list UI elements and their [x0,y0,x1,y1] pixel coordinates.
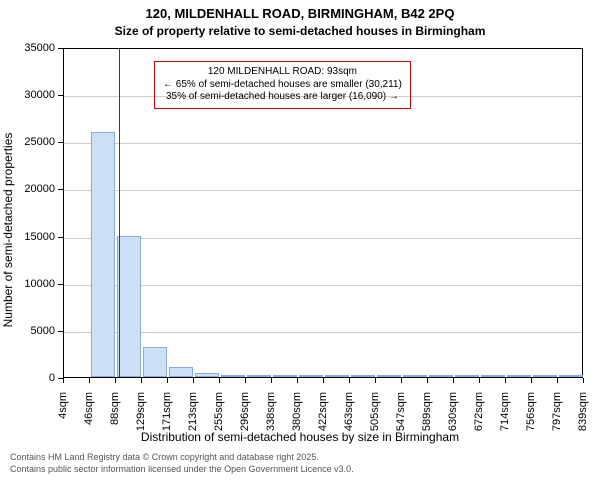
x-tick-mark [89,378,90,383]
x-tick-label: 630sqm [447,392,459,442]
x-tick-mark [375,378,376,383]
histogram-bar [143,347,167,377]
histogram-bar [117,236,141,377]
y-tick-label: 15000 [24,231,55,243]
x-tick-mark [167,378,168,383]
x-tick-mark [271,378,272,383]
x-tick-label: 88sqm [109,392,121,442]
x-tick-label: 4sqm [57,392,69,442]
x-tick-mark [245,378,246,383]
grid-line [64,190,582,191]
chart-title: 120, MILDENHALL ROAD, BIRMINGHAM, B42 2P… [0,6,600,21]
y-axis-label: Number of semi-detached properties [1,133,15,328]
x-tick-label: 380sqm [291,392,303,442]
annotation-box: 120 MILDENHALL ROAD: 93sqm← 65% of semi-… [154,61,411,109]
y-tick-label: 25000 [24,136,55,148]
grid-line [64,143,582,144]
property-marker-line [119,49,120,377]
grid-line [64,332,582,333]
annotation-line: 35% of semi-detached houses are larger (… [163,91,402,104]
y-tick-mark [58,284,63,285]
x-tick-label: 171sqm [161,392,173,442]
x-tick-label: 839sqm [577,392,589,442]
histogram-bar [533,375,557,377]
x-tick-label: 714sqm [499,392,511,442]
x-tick-label: 505sqm [369,392,381,442]
x-tick-label: 547sqm [395,392,407,442]
histogram-bar [221,375,245,377]
x-tick-label: 422sqm [317,392,329,442]
histogram-bar [429,375,453,377]
x-tick-mark [219,378,220,383]
chart-subtitle: Size of property relative to semi-detach… [0,24,600,38]
x-tick-label: 463sqm [343,392,355,442]
x-tick-label: 296sqm [239,392,251,442]
x-tick-mark [427,378,428,383]
x-tick-label: 797sqm [551,392,563,442]
y-tick-label: 35000 [24,42,55,54]
y-tick-mark [58,142,63,143]
x-tick-label: 255sqm [213,392,225,442]
annotation-line: 120 MILDENHALL ROAD: 93sqm [163,66,402,79]
x-tick-mark [531,378,532,383]
x-tick-mark [453,378,454,383]
histogram-bar [455,375,479,377]
histogram-bar [559,375,583,377]
x-tick-mark [297,378,298,383]
x-tick-mark [505,378,506,383]
histogram-bar [273,375,297,377]
grid-line [64,238,582,239]
y-tick-label: 30000 [24,89,55,101]
y-tick-mark [58,95,63,96]
x-tick-mark [63,378,64,383]
x-tick-label: 129sqm [135,392,147,442]
histogram-bar [377,375,401,377]
y-tick-mark [58,48,63,49]
histogram-bar [481,375,505,377]
y-tick-label: 20000 [24,183,55,195]
histogram-bar [169,367,193,377]
grid-line [64,285,582,286]
x-tick-mark [115,378,116,383]
histogram-bar [507,375,531,377]
y-tick-mark [58,189,63,190]
x-tick-mark [401,378,402,383]
y-tick-label: 0 [49,372,55,384]
y-tick-label: 5000 [31,325,55,337]
histogram-bar [403,375,427,377]
x-tick-mark [193,378,194,383]
x-tick-label: 589sqm [421,392,433,442]
x-tick-mark [479,378,480,383]
histogram-bar [247,375,271,377]
footer-line-1: Contains HM Land Registry data © Crown c… [10,452,319,462]
annotation-line: ← 65% of semi-detached houses are smalle… [163,79,402,92]
y-tick-mark [58,237,63,238]
histogram-bar [91,132,115,377]
y-tick-label: 10000 [24,278,55,290]
x-tick-label: 756sqm [525,392,537,442]
x-tick-mark [583,378,584,383]
footer-line-2: Contains public sector information licen… [10,464,354,474]
x-tick-label: 672sqm [473,392,485,442]
x-tick-mark [323,378,324,383]
chart-container: 120, MILDENHALL ROAD, BIRMINGHAM, B42 2P… [0,0,600,500]
x-tick-mark [557,378,558,383]
x-tick-mark [141,378,142,383]
x-tick-label: 338sqm [265,392,277,442]
x-tick-label: 46sqm [83,392,95,442]
plot-area: 120 MILDENHALL ROAD: 93sqm← 65% of semi-… [63,48,583,378]
histogram-bar [195,373,219,377]
x-tick-label: 213sqm [187,392,199,442]
histogram-bar [325,375,349,377]
histogram-bar [299,375,323,377]
x-tick-mark [349,378,350,383]
y-tick-mark [58,331,63,332]
histogram-bar [351,375,375,377]
